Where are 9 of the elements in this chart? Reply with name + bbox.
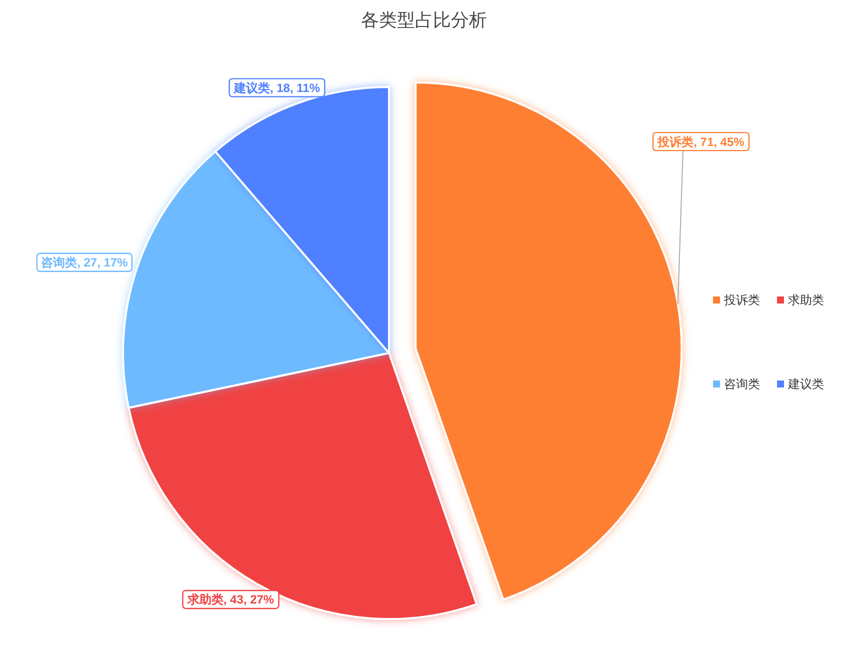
data-label: 投诉类, 71, 45% [656, 134, 745, 149]
legend-label: 求助类 [788, 293, 824, 307]
data-label: 咨询类, 27, 17% [41, 256, 128, 270]
data-label: 建议类, 18, 11% [232, 80, 320, 95]
title: 各类型占比分析 [361, 10, 487, 30]
legend-label: 建议类 [787, 377, 824, 391]
data-label: 求助类, 43, 27% [186, 592, 274, 607]
legend-label: 投诉类 [723, 293, 760, 307]
legend-label: 咨询类 [724, 377, 760, 391]
